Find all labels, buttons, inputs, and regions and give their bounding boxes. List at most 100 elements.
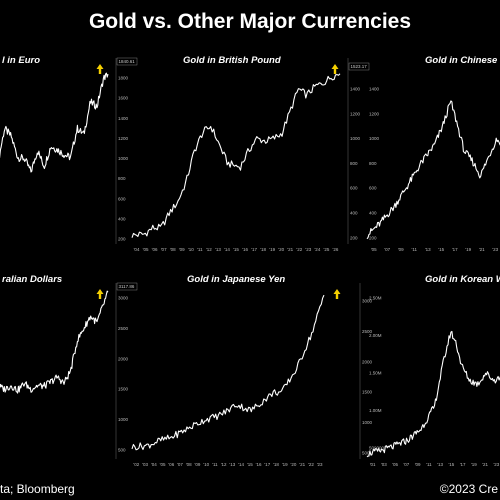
up-arrow-icon: [96, 64, 104, 74]
chart-panel-3: Gold in Chinese 200 400 600 800 1000 1200 1400 '…: [366, 55, 500, 252]
series-line: [131, 294, 325, 451]
x-tick-label: '20: [278, 247, 284, 252]
y-tick-label: 1400: [350, 87, 361, 92]
y-tick-label: 600: [369, 186, 377, 191]
x-tick-label: '09: [195, 462, 201, 467]
x-tick-label: '06: [152, 247, 158, 252]
y-tick-label: 1200: [350, 111, 361, 116]
y-tick-label: 800: [118, 176, 126, 181]
y-tick-label: 1400: [369, 87, 380, 92]
x-tick-label: '25: [323, 247, 329, 252]
x-tick-label: '13: [215, 247, 221, 252]
y-tick-label: 600: [118, 196, 126, 201]
x-tick-label: '17: [264, 462, 270, 467]
x-tick-label: '08: [186, 462, 192, 467]
y-tick-label: 800: [369, 161, 377, 166]
y-tick-label: 1.00M: [369, 408, 382, 413]
x-tick-label: '21: [299, 462, 305, 467]
y-tick-label: 400: [118, 216, 126, 221]
chart-panel-5: Gold in Japanese Yen 500 1000 1500 2000 2500 3…: [131, 274, 373, 467]
chart-title: Gold in Japanese Yen: [187, 274, 285, 285]
y-tick-label: 2.50M: [369, 295, 382, 300]
x-tick-label: '21: [287, 247, 293, 252]
x-tick-label: '05: [143, 247, 149, 252]
x-tick-label: '19: [269, 247, 275, 252]
y-tick-label: 2500: [118, 326, 129, 331]
x-tick-label: '16: [256, 462, 262, 467]
x-tick-label: '09: [398, 247, 404, 252]
x-tick-label: '23: [493, 462, 499, 467]
y-tick-label: 1200: [118, 136, 129, 141]
x-tick-label: '07: [403, 462, 409, 467]
y-tick-label: 500: [362, 450, 370, 455]
x-tick-label: '23: [317, 462, 323, 467]
x-tick-label: '15: [233, 247, 239, 252]
x-tick-label: '04: [134, 247, 140, 252]
y-tick-label: 1500: [362, 390, 373, 395]
x-tick-label: '24: [314, 247, 320, 252]
x-tick-label: '26: [333, 247, 339, 252]
x-tick-label: '17: [251, 247, 257, 252]
x-tick-label: '04: [151, 462, 157, 467]
series-line: [0, 290, 109, 394]
x-tick-label: '14: [238, 462, 244, 467]
x-tick-label: '13: [437, 462, 443, 467]
y-tick-label: 800: [350, 161, 358, 166]
x-tick-label: '13: [425, 247, 431, 252]
last-value-label: 1523.17: [351, 64, 368, 69]
chart-panel-4: ralian Dollars 500 1000 1500 2000 2500 3000 311…: [0, 274, 138, 459]
x-tick-label: '19: [471, 462, 477, 467]
x-tick-label: '12: [221, 462, 227, 467]
last-value-box: [348, 62, 370, 71]
y-tick-label: 3000: [362, 299, 373, 304]
last-value-box: [116, 282, 138, 291]
x-tick-label: '03: [142, 462, 148, 467]
x-tick-label: '11: [426, 462, 432, 467]
x-tick-label: '02: [133, 462, 139, 467]
up-arrow-icon: [331, 64, 339, 74]
x-tick-label: '19: [282, 462, 288, 467]
y-tick-label: 200: [118, 236, 126, 241]
x-tick-label: '23: [492, 247, 498, 252]
last-value-label: 3117.86: [119, 284, 135, 289]
x-tick-label: '22: [296, 247, 302, 252]
series-line: [0, 72, 109, 173]
x-tick-label: '11: [212, 462, 218, 467]
y-tick-label: 600: [350, 186, 358, 191]
x-tick-label: '05: [371, 247, 377, 252]
x-tick-label: '23: [305, 247, 311, 252]
y-tick-label: 1400: [118, 116, 129, 121]
up-arrow-icon: [333, 289, 341, 299]
y-tick-label: 1.50M: [369, 370, 382, 375]
chart-title: Gold in Chinese: [425, 55, 498, 66]
y-tick-label: 2000: [362, 359, 373, 364]
copyright-label: ©2023 Cre: [439, 482, 498, 496]
x-tick-label: '17: [452, 247, 458, 252]
y-tick-label: 1000: [369, 136, 380, 141]
y-tick-label: 1800: [118, 76, 129, 81]
last-value-box: [116, 57, 138, 66]
x-tick-label: '07: [384, 247, 390, 252]
y-tick-label: 2.00M: [369, 333, 382, 338]
x-tick-label: '15: [448, 462, 454, 467]
x-tick-label: '10: [203, 462, 209, 467]
x-tick-label: '13: [229, 462, 235, 467]
x-tick-label: '15: [247, 462, 253, 467]
x-tick-label: '03: [381, 462, 387, 467]
chart-title: Gold in British Pound: [183, 55, 281, 66]
x-tick-label: '20: [291, 462, 297, 467]
page-title: Gold vs. Other Major Currencies: [88, 10, 412, 33]
series-line: [131, 73, 341, 238]
source-label: ta; Bloomberg: [0, 482, 75, 496]
y-tick-label: 1000: [118, 417, 129, 422]
x-tick-label: '19: [465, 247, 471, 252]
y-tick-label: 2000: [118, 356, 129, 361]
chart-title: l in Euro: [2, 55, 40, 66]
x-tick-label: '14: [224, 247, 230, 252]
y-tick-label: 400: [350, 211, 358, 216]
x-tick-label: '15: [438, 247, 444, 252]
chart-panel-2: Gold in British Pound 200 400 600 800 1000 120…: [131, 55, 370, 252]
x-tick-label: '16: [242, 247, 248, 252]
x-tick-label: '07: [177, 462, 183, 467]
x-tick-label: '22: [308, 462, 314, 467]
